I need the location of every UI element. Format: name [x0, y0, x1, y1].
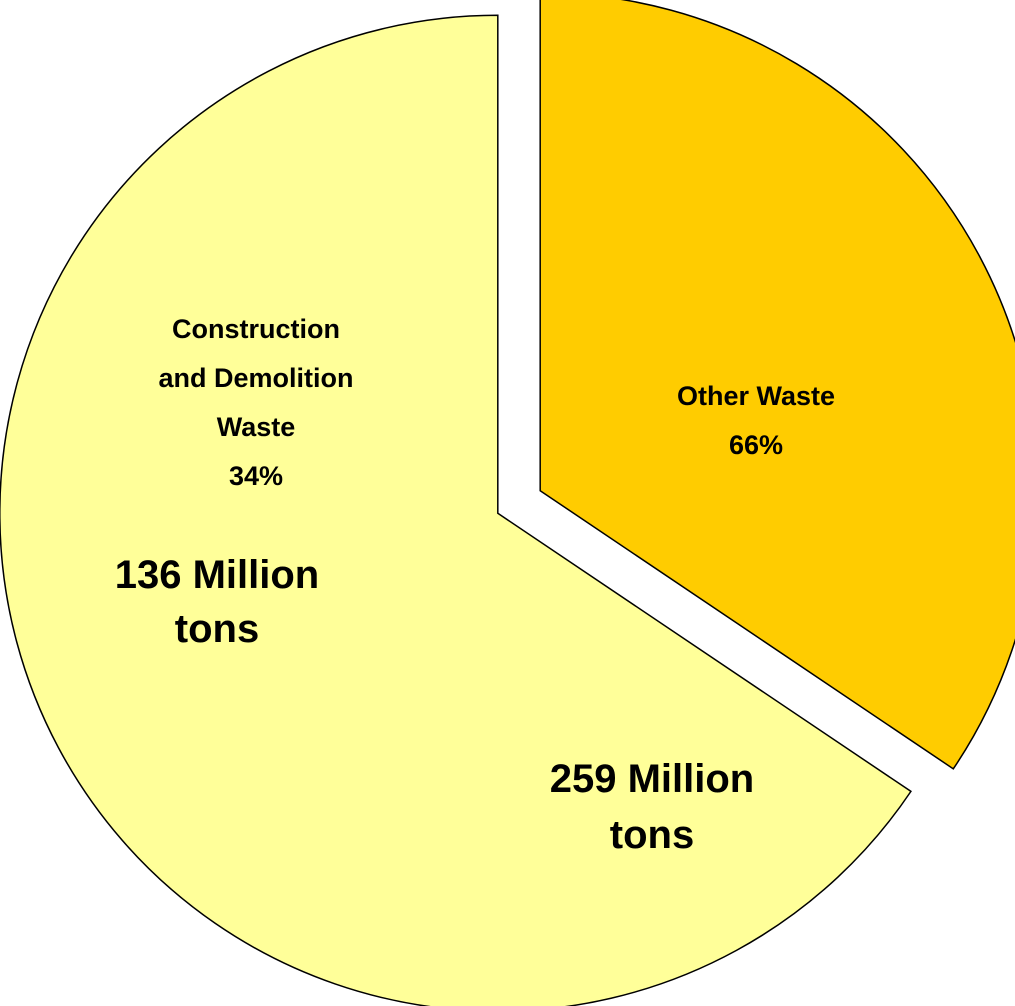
label-line: and Demolition	[159, 363, 354, 393]
label-construction-demolition: Construction and Demolition Waste 34% 13…	[115, 314, 354, 651]
label-line: Waste	[217, 412, 296, 442]
percent-label: 34%	[229, 461, 283, 491]
amount-label: tons	[610, 813, 694, 857]
amount-label: tons	[175, 607, 259, 651]
slice-other-waste	[0, 14, 912, 1006]
percent-label: 66%	[729, 430, 783, 460]
label-line: Construction	[172, 314, 340, 344]
label-line: Other Waste	[677, 381, 835, 411]
label-other-waste: Other Waste 66% 259 Million tons	[550, 381, 835, 857]
slice-construction-demolition	[539, 0, 1015, 770]
amount-label: 259 Million	[550, 757, 755, 801]
amount-label: 136 Million	[115, 553, 320, 597]
